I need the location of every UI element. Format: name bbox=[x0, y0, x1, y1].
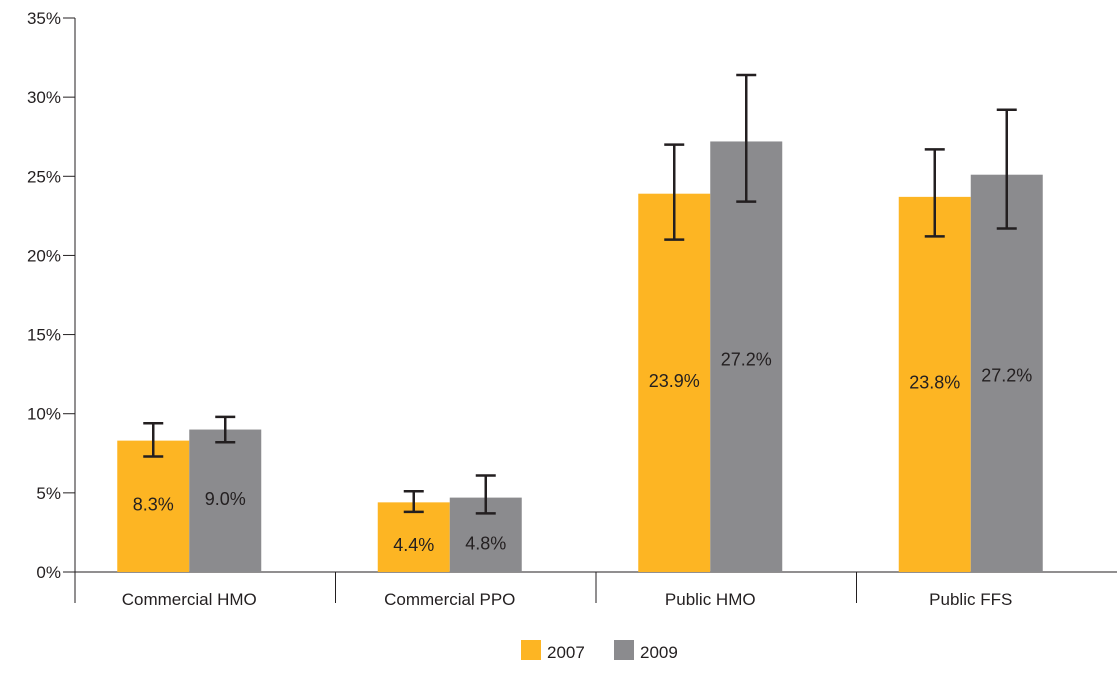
bar-2007-3 bbox=[898, 196, 971, 572]
y-tick-label: 15% bbox=[27, 326, 61, 345]
y-tick-label: 30% bbox=[27, 88, 61, 107]
y-tick-label: 0% bbox=[36, 563, 61, 582]
bar-2009-0 bbox=[189, 429, 262, 572]
data-labels: 8.3% 9.0% 4.4% 4.8% 23.9% 27.2% 23.8% 27.2% bbox=[133, 349, 1033, 555]
legend-label-2007: 2007 bbox=[547, 643, 585, 662]
y-tick-label: 25% bbox=[27, 167, 61, 186]
bar-2007-2 bbox=[638, 193, 711, 572]
data-label-2007-1: 4.4% bbox=[393, 535, 434, 555]
y-tick-label: 20% bbox=[27, 246, 61, 265]
bars bbox=[117, 141, 1043, 572]
category-label: Commercial PPO bbox=[384, 590, 515, 609]
bar-2009-3 bbox=[970, 174, 1043, 572]
data-label-2007-2: 23.9% bbox=[649, 371, 700, 391]
bar-2007-1 bbox=[377, 502, 450, 572]
legend: 2007 2009 bbox=[521, 640, 678, 662]
bar-2007-0 bbox=[117, 440, 190, 572]
data-label-2009-0: 9.0% bbox=[205, 489, 246, 509]
y-axis: 0% 5% 10% 15% 20% 25% 30% 35% bbox=[27, 9, 76, 603]
error-bars bbox=[143, 73, 1017, 515]
data-label-2009-2: 27.2% bbox=[721, 349, 772, 369]
bar-2009-2 bbox=[710, 141, 783, 572]
data-label-2009-3: 27.2% bbox=[981, 365, 1032, 385]
legend-swatch-2009 bbox=[614, 640, 634, 660]
data-label-2007-0: 8.3% bbox=[133, 494, 174, 514]
category-label: Public HMO bbox=[665, 590, 756, 609]
category-label: Public FFS bbox=[929, 590, 1012, 609]
data-label-2007-3: 23.8% bbox=[909, 372, 960, 392]
x-axis: Commercial HMO Commercial PPO Public HMO Pu… bbox=[75, 571, 1117, 609]
data-label-2009-1: 4.8% bbox=[465, 534, 506, 554]
legend-label-2009: 2009 bbox=[640, 643, 678, 662]
y-tick-label: 5% bbox=[36, 484, 61, 503]
category-label: Commercial HMO bbox=[122, 590, 257, 609]
y-tick-label: 10% bbox=[27, 405, 61, 424]
legend-swatch-2007 bbox=[521, 640, 541, 660]
y-tick-label: 35% bbox=[27, 9, 61, 28]
